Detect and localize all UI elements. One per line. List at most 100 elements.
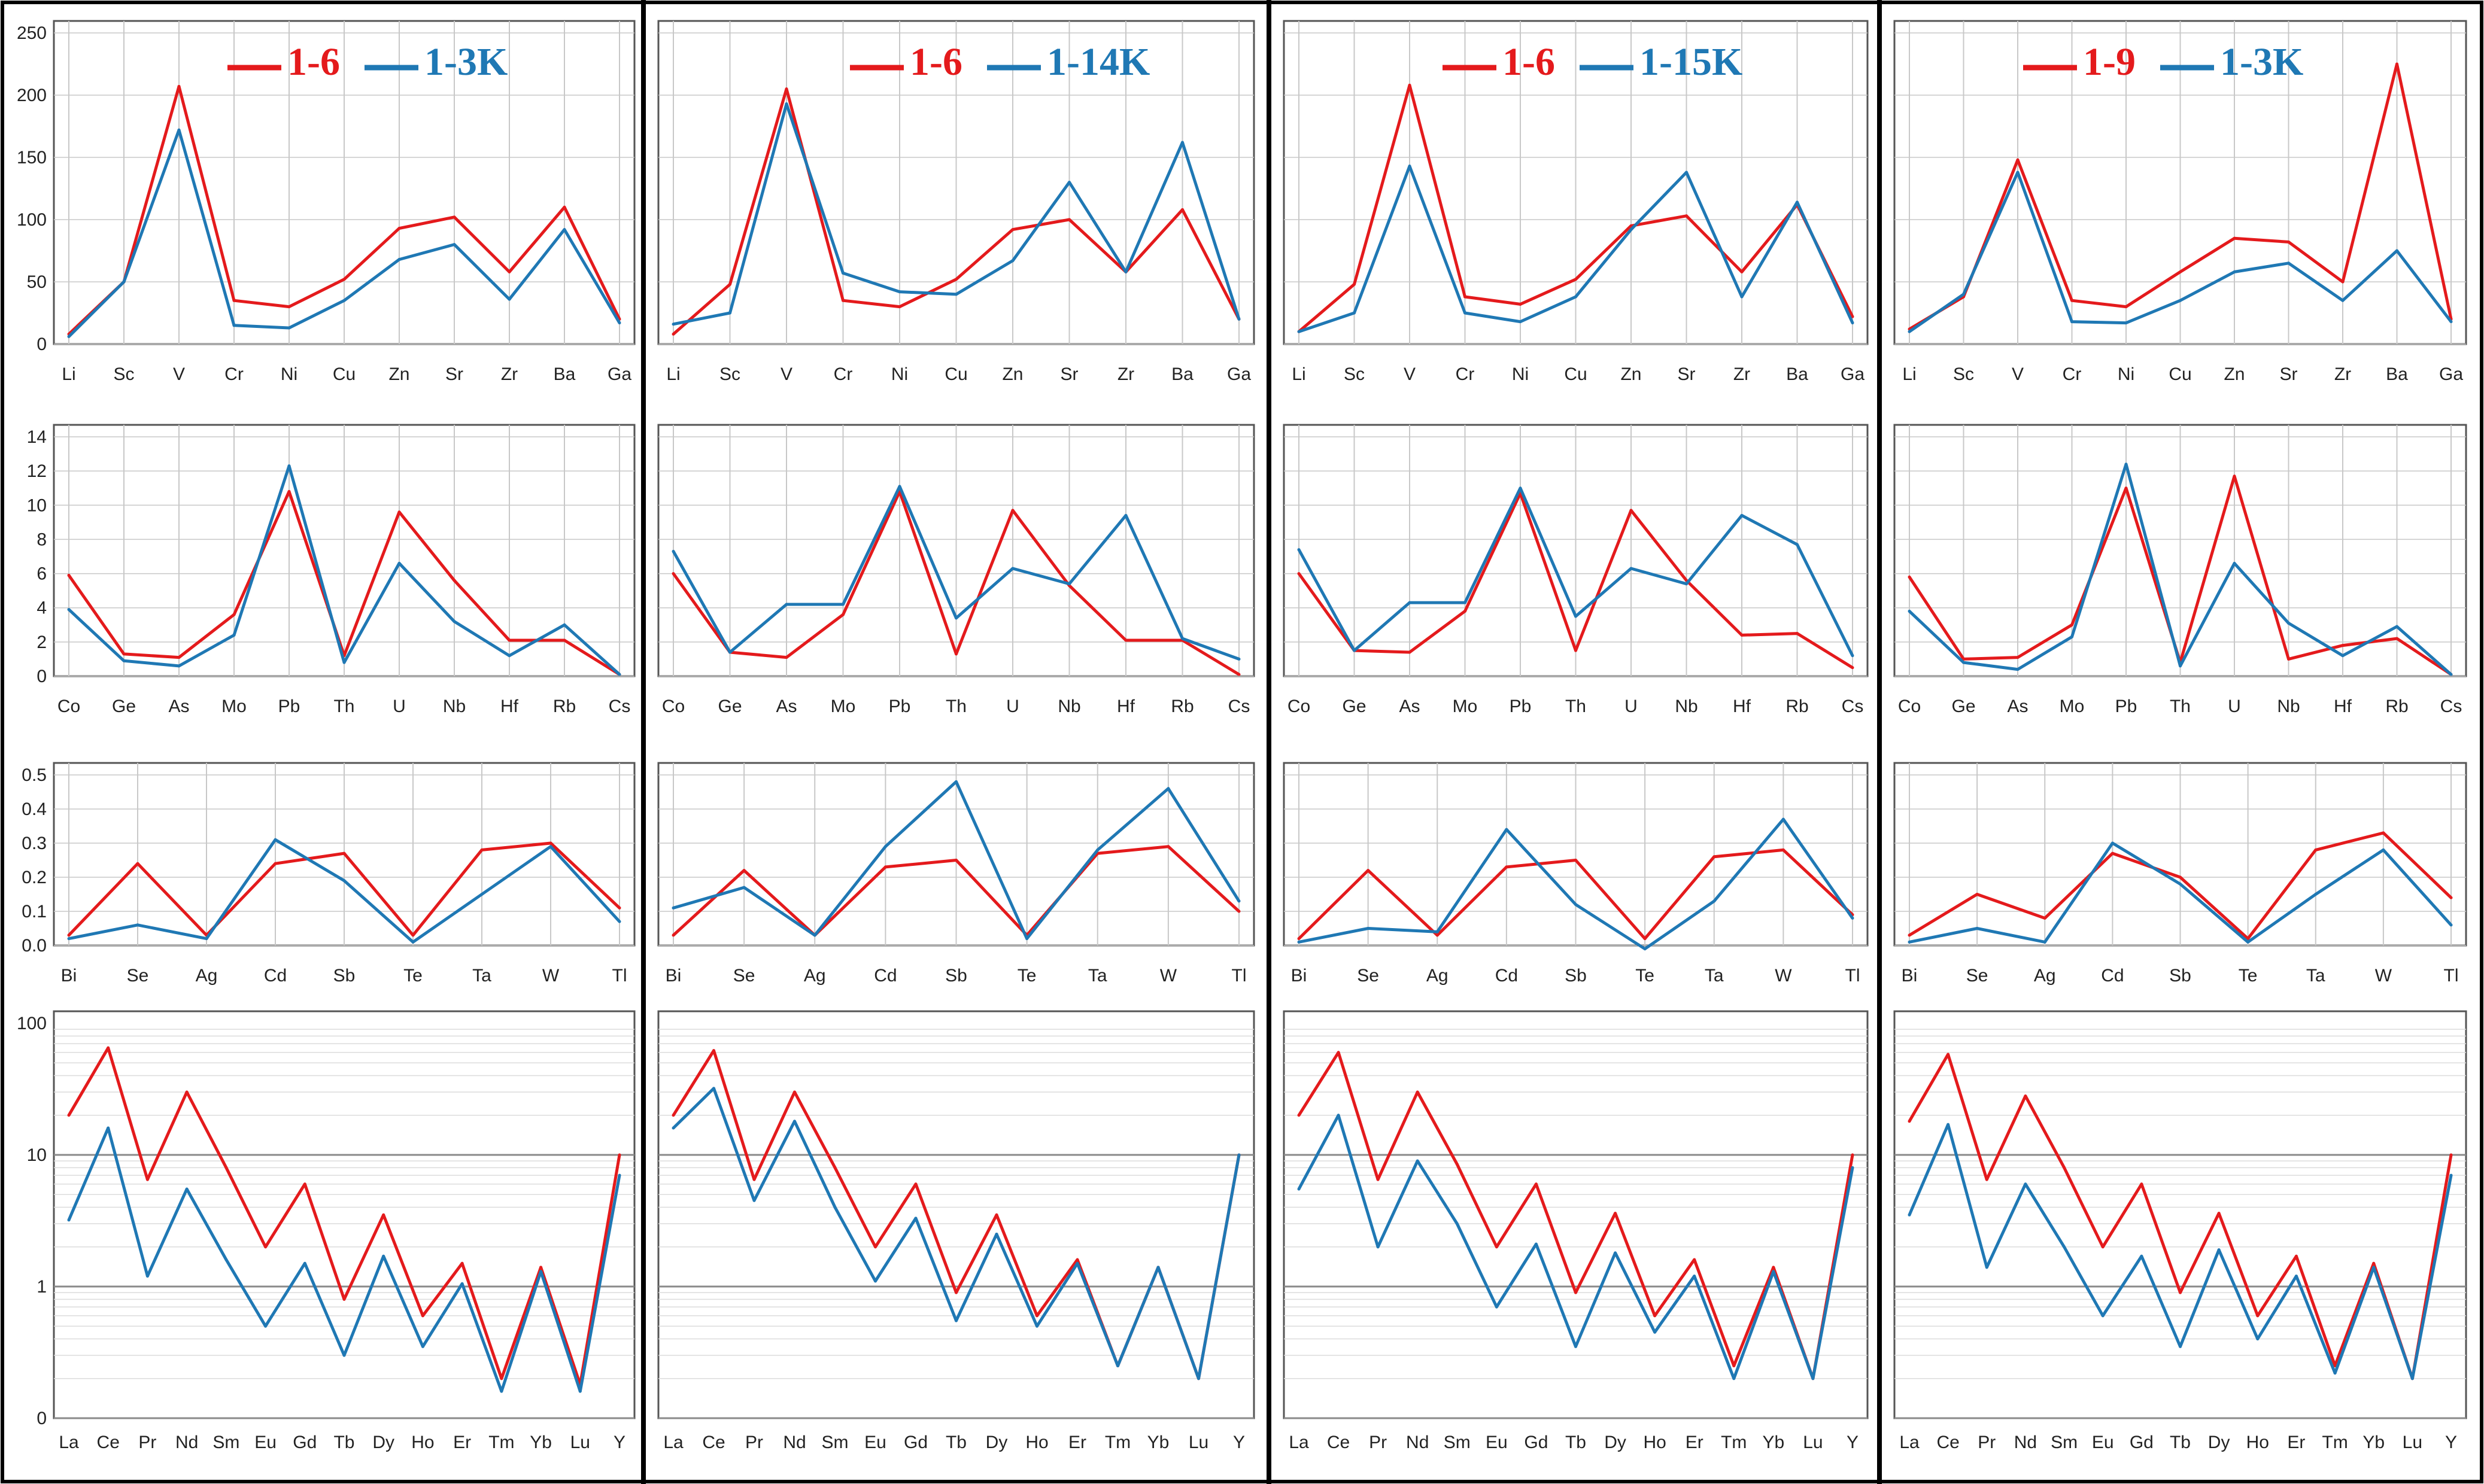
- data-point: [2449, 896, 2453, 899]
- panel-c1r1: 0 50 100 150 200 250 Li Sc V Cr Ni Cu Zn Sr Zr Ba Ga: [17, 20, 636, 384]
- data-point: [508, 270, 511, 273]
- x-tick-label: Nd: [1406, 1433, 1429, 1452]
- x-tick-label: Cd: [2101, 966, 2124, 986]
- data-point: [2395, 249, 2398, 253]
- y-tick-label: 0.0: [22, 936, 47, 956]
- data-point: [2294, 1275, 2298, 1278]
- x-tick-label: Mo: [831, 697, 856, 716]
- data-point: [411, 933, 415, 937]
- data-point: [1337, 1114, 1340, 1117]
- data-point: [1366, 869, 1370, 872]
- data-point: [842, 271, 845, 275]
- legend-label: 1-6: [1502, 40, 1555, 84]
- data-point: [1740, 270, 1744, 273]
- x-tick-label: Cd: [1495, 966, 1518, 986]
- legend-label: 1-3K: [2220, 40, 2303, 84]
- data-point: [1908, 940, 1911, 944]
- legend-label: 1-6: [287, 40, 340, 84]
- data-point: [460, 1282, 464, 1285]
- data-point: [2111, 841, 2114, 845]
- data-point: [2179, 1345, 2182, 1348]
- y-tick-label: 14: [27, 427, 47, 447]
- y-tick-label: 4: [37, 598, 47, 618]
- x-tick-label: Tl: [2444, 966, 2459, 986]
- data-point: [1851, 654, 1854, 658]
- x-tick-label: Ho: [411, 1433, 434, 1452]
- data-point: [2256, 1314, 2260, 1318]
- x-tick-label: Cs: [2440, 697, 2462, 716]
- x-tick-label: Sr: [445, 364, 463, 384]
- x-tick-label: U: [1624, 697, 1638, 716]
- x-tick-label: Mo: [2060, 697, 2085, 716]
- panel-c4r2: Co Ge As Mo Pb Th U Nb Hf Rb Cs: [1893, 424, 2467, 716]
- x-tick-label: Ba: [2386, 364, 2408, 384]
- data-point: [785, 603, 788, 606]
- data-point: [1685, 582, 1688, 586]
- data-point: [539, 1266, 543, 1269]
- data-point: [1574, 1291, 1577, 1294]
- data-point: [1614, 1251, 1617, 1255]
- data-point: [185, 1187, 189, 1191]
- x-tick-label: Sc: [1953, 364, 1974, 384]
- data-point: [1124, 513, 1128, 517]
- data-point: [1011, 259, 1015, 263]
- data-point: [1297, 940, 1301, 944]
- data-point: [2179, 1291, 2182, 1294]
- data-point: [672, 332, 675, 336]
- data-point: [2333, 1364, 2337, 1367]
- data-point: [1167, 787, 1170, 790]
- data-point: [955, 780, 958, 783]
- data-point: [342, 879, 346, 883]
- panel-c4r4: La Ce Pr Nd Sm Eu Gd Tb Dy Ho Er Tm Yb Lu Y: [1893, 1010, 2467, 1452]
- x-tick-label: Cs: [609, 697, 631, 716]
- x-tick-label: Ni: [891, 364, 908, 384]
- data-point: [1353, 311, 1356, 315]
- x-tick-label: Sm: [212, 1433, 239, 1452]
- data-point: [914, 1217, 918, 1220]
- x-tick-label: Ta: [2306, 966, 2325, 986]
- x-tick-label: Ga: [608, 364, 631, 384]
- data-point: [2111, 852, 2114, 855]
- data-point: [1796, 632, 1799, 635]
- x-tick-label: Ho: [1643, 1433, 1666, 1452]
- data-point: [1574, 615, 1577, 618]
- data-point: [728, 282, 731, 286]
- data-point: [2256, 1337, 2260, 1341]
- x-tick-label: Er: [453, 1433, 471, 1452]
- data-point: [1297, 937, 1301, 941]
- y-tick-label: 200: [17, 86, 47, 105]
- data-point: [303, 1261, 306, 1265]
- data-point: [2070, 623, 2073, 627]
- data-point: [232, 633, 236, 637]
- x-tick-label: Ni: [2118, 364, 2134, 384]
- x-tick-label: Sr: [1061, 364, 1079, 384]
- data-point: [2233, 236, 2236, 240]
- data-point: [1653, 1314, 1657, 1318]
- panel-c2r3: Bi Se Ag Cd Sb Te Ta W Tl: [657, 762, 1255, 986]
- x-tick-label: Zn: [388, 364, 409, 384]
- data-point: [1011, 228, 1015, 232]
- data-point: [1181, 208, 1184, 211]
- x-tick-label: Lu: [2403, 1433, 2422, 1452]
- x-tick-label: U: [2228, 697, 2241, 716]
- x-tick-label: Yb: [1147, 1433, 1170, 1452]
- data-point: [1975, 927, 1979, 930]
- x-tick-label: Hf: [2334, 697, 2352, 716]
- x-tick-label: Hf: [1117, 697, 1135, 716]
- data-point: [833, 1206, 837, 1209]
- data-point: [842, 299, 845, 302]
- data-point: [672, 906, 675, 910]
- data-point: [1574, 295, 1577, 299]
- data-point: [2233, 561, 2236, 565]
- data-point: [672, 1126, 675, 1130]
- data-point: [618, 673, 621, 676]
- data-point: [2179, 664, 2182, 668]
- data-point: [563, 205, 566, 209]
- data-point: [2287, 657, 2290, 661]
- data-point: [2043, 916, 2046, 920]
- x-tick-label: Sm: [822, 1433, 849, 1452]
- data-point: [1366, 927, 1370, 930]
- data-point: [2341, 654, 2345, 658]
